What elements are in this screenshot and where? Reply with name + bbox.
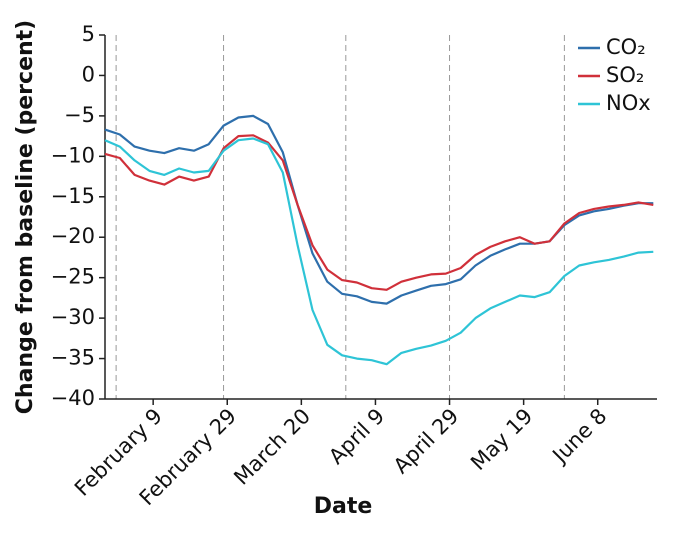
y-tick-label: −30 [51, 305, 95, 329]
y-tick-label: −25 [51, 265, 95, 289]
y-tick-label: 5 [82, 22, 95, 46]
y-axis-title: Change from baseline (percent) [13, 20, 38, 414]
series-line [104, 114, 654, 305]
legend-label: SO₂ [606, 63, 644, 87]
y-tick-label: −20 [51, 224, 95, 248]
y-tick-label: −35 [51, 346, 95, 370]
y-tick-label: 0 [82, 62, 95, 86]
y-tick-label: −10 [51, 143, 95, 167]
x-tick-label: April 9 [324, 404, 389, 469]
series-line [104, 137, 654, 366]
y-tick-label: −40 [51, 386, 95, 410]
legend-label: CO₂ [606, 35, 646, 59]
x-axis-title: Date [314, 494, 373, 519]
x-tick-label: May 19 [466, 404, 537, 475]
y-tick-label: −5 [64, 103, 95, 127]
x-tick-label: June 8 [547, 404, 612, 469]
x-tick-label: March 20 [229, 404, 315, 490]
series-line [104, 134, 654, 291]
legend-label: NOx [606, 91, 651, 115]
y-tick-label: −15 [51, 184, 95, 208]
x-tick-label: April 29 [389, 404, 464, 479]
